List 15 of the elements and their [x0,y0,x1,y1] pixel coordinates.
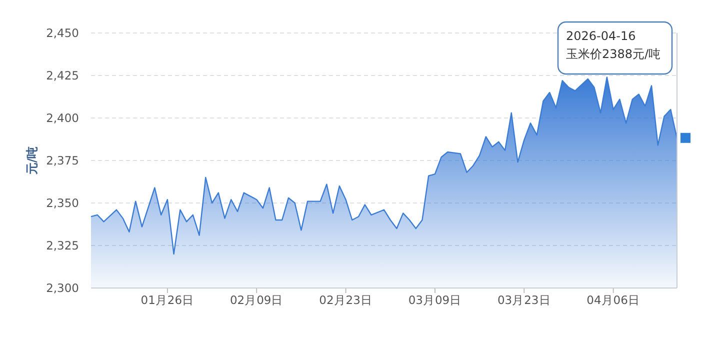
y-tick-label: 2,325 [46,238,79,252]
y-tick-label: 2,425 [46,68,79,82]
y-tick-label: 2,350 [46,196,79,210]
y-tick-label: 2,300 [46,281,79,295]
y-axis-title: 元/吨 [25,146,39,176]
y-tick-label: 2,450 [46,26,79,40]
x-tick-label: 02月09日 [230,293,284,307]
y-tick-label: 2,375 [46,154,79,168]
y-tick-label: 2,400 [46,111,79,125]
x-tick-label: 03月23日 [497,293,551,307]
annotation: 2026-04-16 玉米价2388元/吨 [566,29,661,61]
x-tick-label: 04月06日 [586,293,640,307]
x-tick-label: 01月26日 [140,293,194,307]
x-tick-label: 02月23日 [319,293,372,307]
x-tick-label: 03月09日 [408,293,462,307]
